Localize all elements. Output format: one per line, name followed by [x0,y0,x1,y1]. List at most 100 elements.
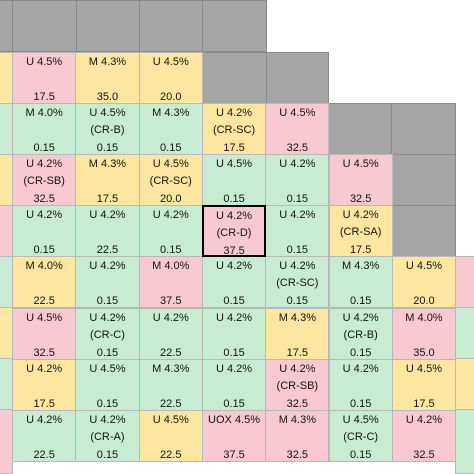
edge-cell [455,256,474,308]
burnup-label: 20.0 [160,91,182,103]
burnup-label: 0.15 [160,244,182,257]
fuel-label: U 4.5% [342,413,379,426]
burnup-label: 0.15 [160,142,182,155]
reflector-cell [328,103,392,155]
fuel-label: U 4.2% [279,158,316,171]
burnup-label: 35.0 [413,346,435,359]
fuel-label: U 4.5% [26,311,63,324]
burnup-label: 0.15 [349,295,372,308]
rod-label: (CR-SB) [276,379,319,392]
fuel-label: U 4.2% [216,210,253,223]
edge-cell [455,307,474,359]
burnup-label: 0.15 [349,448,372,461]
reflector-cell [12,0,77,52]
burnup-label: 22.5 [33,448,55,461]
fuel-label: U 4.5% [89,107,126,120]
fuel-label: U 4.2% [152,209,189,222]
rod-label: (CR-D) [216,227,252,240]
fuel-cell: U 4.2% 0.15 [265,154,330,207]
reflector-cell [391,205,456,257]
burnup-label: 0.15 [33,142,55,155]
burnup-label: 0.15 [286,244,309,257]
fuel-cell: U 4.2% 0.15 [328,358,393,411]
fuel-label: M 4.0% [152,260,190,273]
reflector-cell [202,52,267,104]
fuel-cell: U 4.2% (CR-C) 0.15 [75,307,140,360]
fuel-label: U 4.5% [26,56,63,68]
fuel-cell: U 4.2% (CR-SC) 17.5 [201,103,267,156]
burnup-label: 0.15 [223,193,245,206]
fuel-label: M 4.0% [25,260,63,273]
fuel-cell: U 4.5% 32.5 [265,103,330,156]
fuel-label: U 4.2% [279,362,316,375]
fuel-cell: U 4.2% (CR-B) 0.15 [328,307,393,360]
edge-cell [455,358,474,410]
fuel-cell: M 4.3% 17.5 [265,307,330,360]
burnup-label: 17.5 [33,91,55,103]
edge-cell [455,409,474,474]
rod-label: (CR-B) [343,328,378,341]
fuel-cell: M 4.3% 0.15 [138,103,203,156]
fuel-label: U 4.2% [89,311,126,324]
fuel-cell: M 4.0% 35.0 [391,307,457,360]
fuel-label: U 4.5% [152,413,189,426]
burnup-label: 22.5 [160,397,182,410]
fuel-label: M 4.0% [25,107,63,120]
fuel-cell: U 4.2% (CR-SC) 0.15 [265,256,330,309]
fuel-label: U 4.2% [405,413,442,426]
fuel-label: U 4.5% [279,107,316,120]
burnup-label: 0.15 [96,397,119,410]
fuel-label: U 4.5% [216,158,253,171]
fuel-label: U 4.2% [89,413,126,426]
reflector-cell [76,0,140,52]
rod-label: (CR-SC) [149,175,192,188]
reflector-cell [391,154,456,206]
fuel-cell: U 4.2% (CR-SB) 32.5 [12,154,77,207]
burnup-label: 0.15 [96,295,119,308]
fuel-cell: M 4.3% 0.15 [328,256,393,309]
fuel-cell: U 4.2% (CR-SB) 32.5 [265,358,330,411]
fuel-cell: U 4.2% 22.5 [75,205,140,258]
burnup-label: 17.5 [96,193,119,206]
fuel-cell: U 4.5% 20.0 [138,52,203,105]
fuel-cell: U 4.2% 0.15 [201,358,267,411]
fuel-cell: U 4.5% 20.0 [391,256,457,309]
burnup-label: 0.15 [96,346,119,359]
burnup-label: 37.5 [160,295,182,308]
fuel-label: U 4.2% [26,158,63,171]
fuel-cell: U 4.5% 17.5 [12,52,77,105]
burnup-label: 32.5 [413,448,435,461]
rod-label: (CR-A) [90,430,125,443]
fuel-cell: U 4.5% 0.15 [201,154,267,207]
rod-label: (CR-SC) [276,277,319,290]
fuel-label: U 4.2% [342,209,379,222]
reflector-cell [139,0,203,52]
fuel-cell: M 4.3% 17.5 [75,154,140,207]
burnup-label: 0.15 [286,295,309,308]
fuel-label: M 4.3% [152,362,190,375]
fuel-cell: U 4.2% 0.15 [138,205,203,258]
fuel-label: U 4.2% [89,209,126,222]
rod-label: (CR-C) [343,430,379,443]
burnup-label: 32.5 [33,346,55,359]
burnup-label: 0.15 [223,295,245,308]
fuel-cell: U 4.5% 22.5 [138,409,203,462]
fuel-cell: U 4.2% 22.5 [138,307,203,360]
burnup-label: 17.5 [223,142,245,155]
fuel-label: M 4.3% [88,56,127,68]
fuel-cell: UOX 4.5% 37.5 [201,409,267,462]
fuel-cell: U 4.5% 32.5 [12,307,77,360]
fuel-cell: U 4.2% (CR-SA) 17.5 [328,205,393,258]
burnup-label: 0.15 [96,448,119,461]
fuel-label: U 4.5% [405,362,442,375]
fuel-label: U 4.5% [152,56,189,68]
burnup-label: 0.15 [223,397,245,410]
reflector-cell [266,52,329,104]
fuel-cell: U 4.2% 0.15 [12,205,77,258]
fuel-label: U 4.2% [216,260,253,273]
burnup-label: 17.5 [33,397,55,410]
rod-label: (CR-SC) [212,124,256,137]
fuel-label: U 4.2% [279,260,316,273]
burnup-label: 0.15 [33,244,55,257]
